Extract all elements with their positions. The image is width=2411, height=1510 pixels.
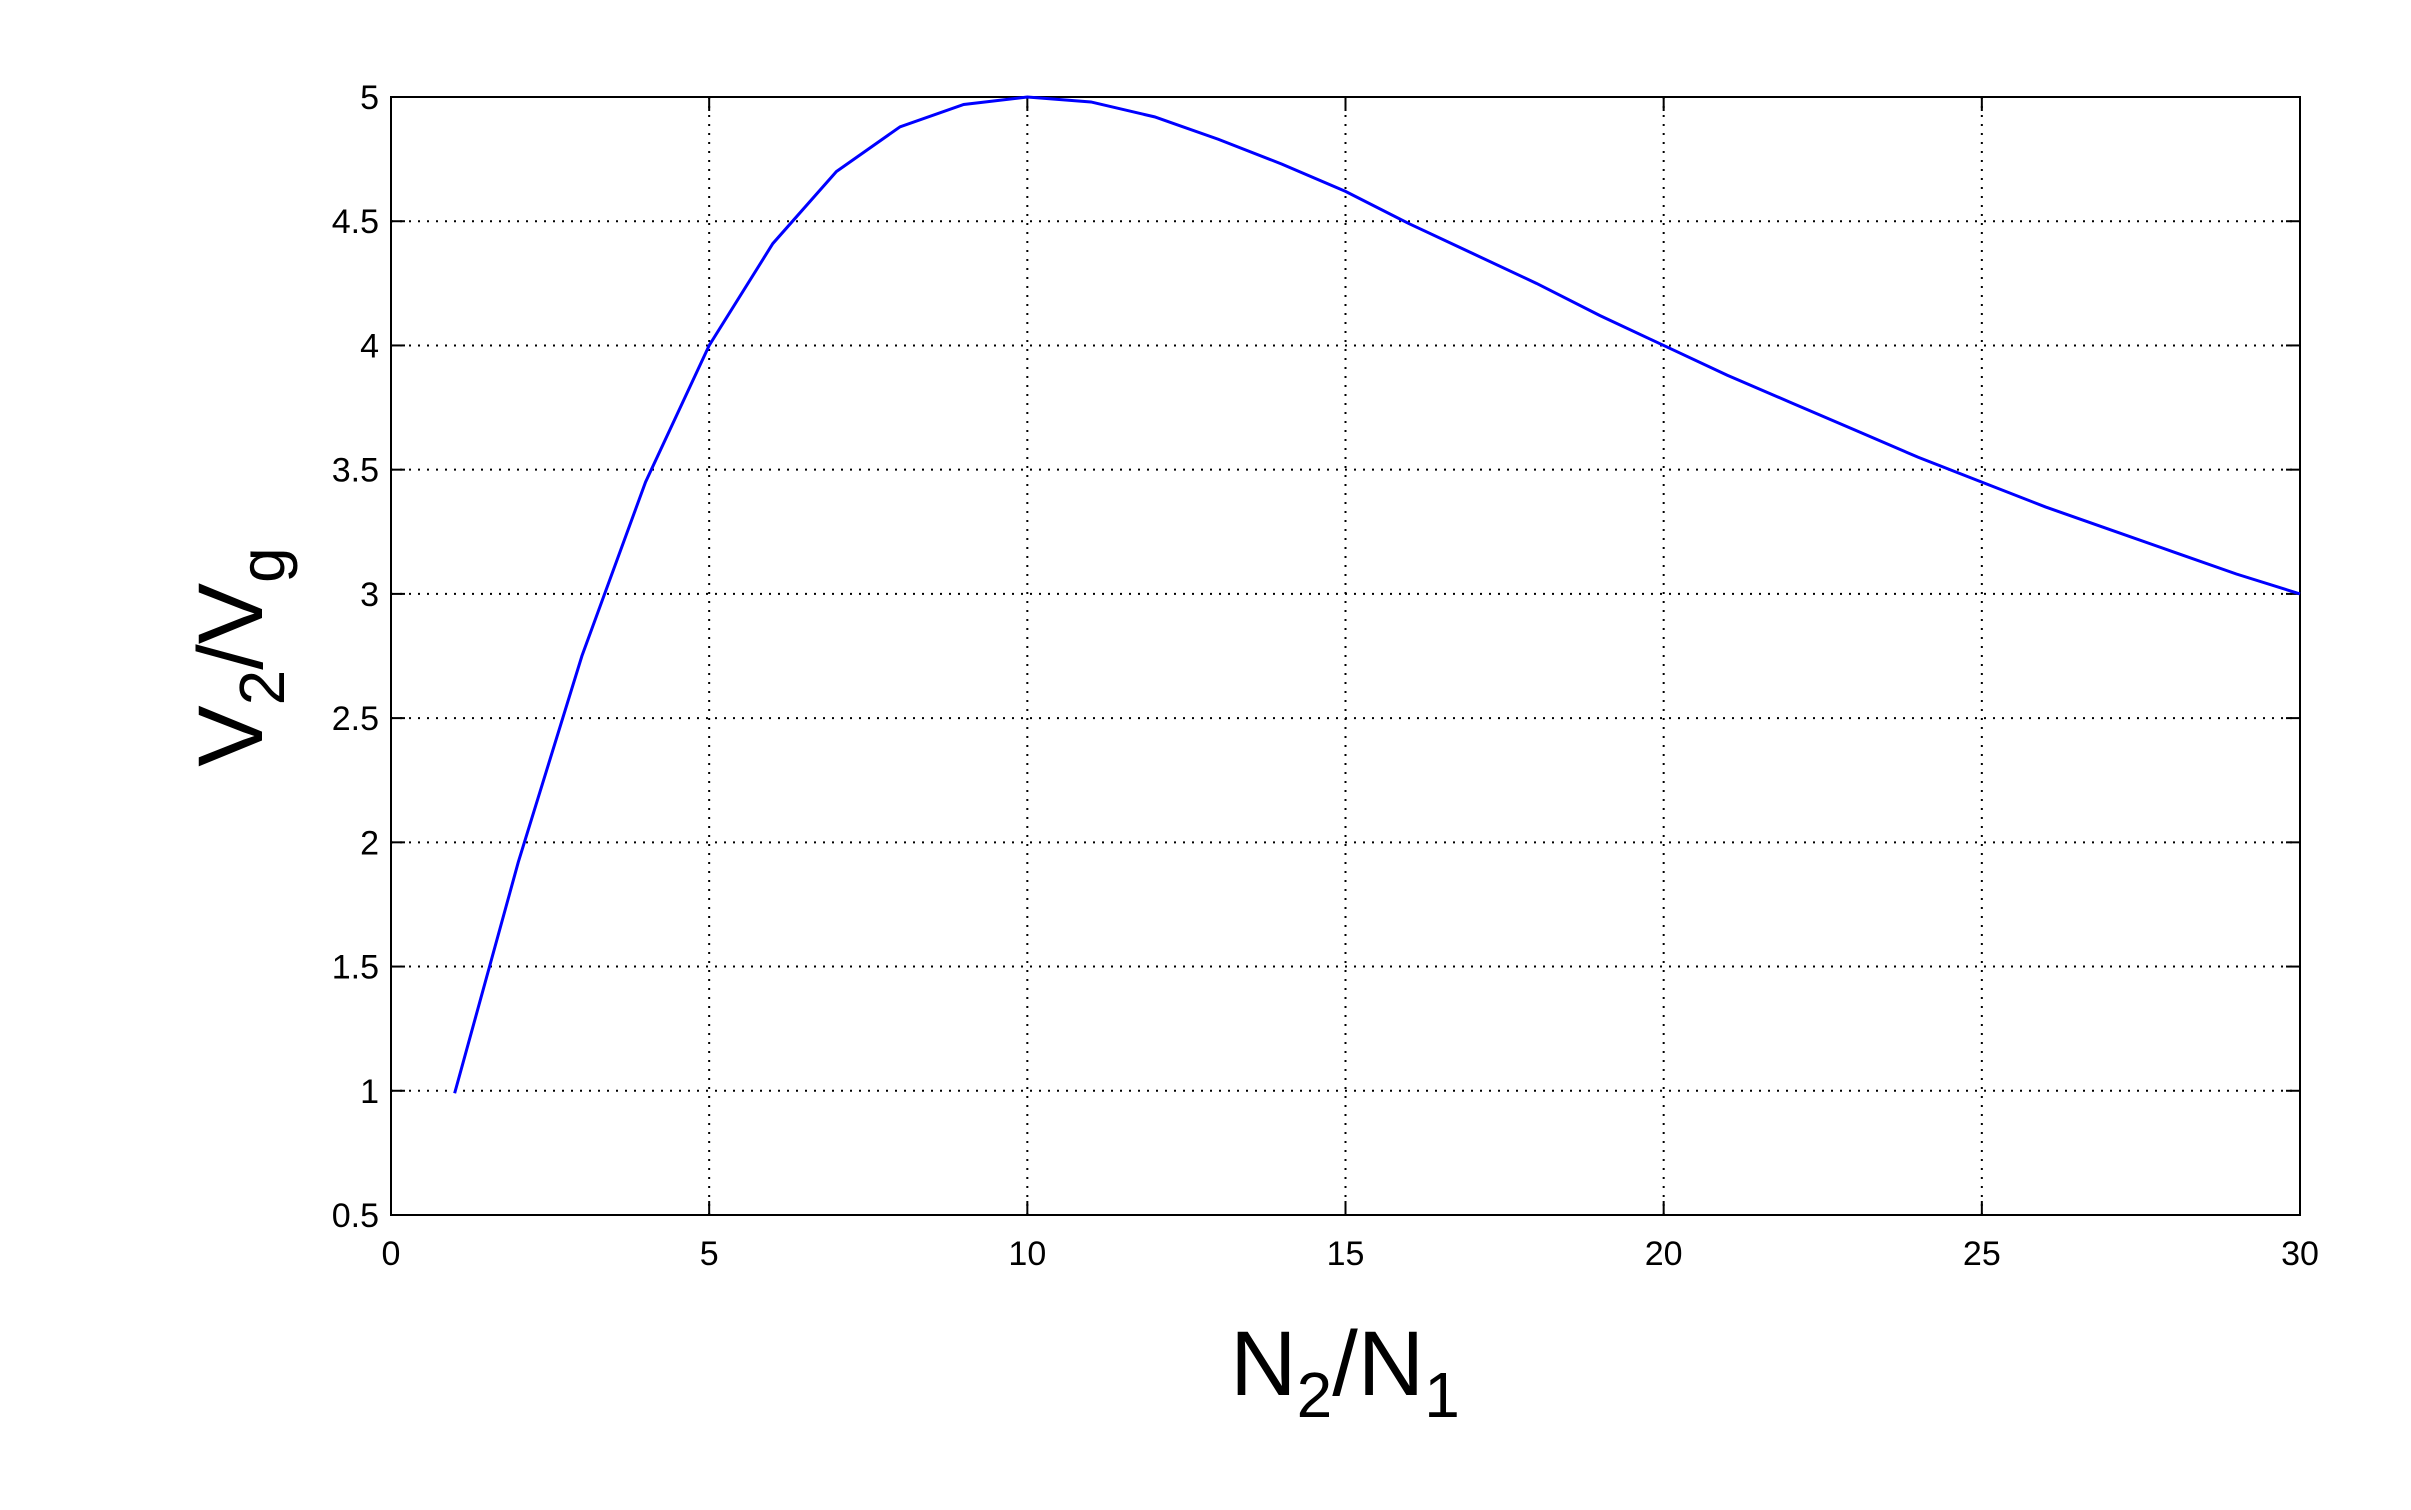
data-line [453, 95, 2301, 1094]
y-tick-label: 3 [360, 576, 379, 614]
x-tick-label: 0 [382, 1235, 401, 1273]
x-axis-title: N2/N1 [1230, 1313, 1460, 1431]
y-axis-title: V2/Vg [180, 547, 298, 767]
x-tick-label: 25 [1963, 1235, 2001, 1273]
y-tick-label: 2.5 [332, 700, 379, 738]
y-title-sub: g [226, 547, 298, 583]
y-title-sub: 2 [226, 670, 298, 706]
y-tick-label: 1 [360, 1073, 379, 1111]
x-tick-label: 5 [700, 1235, 719, 1273]
y-tick-label: 2 [360, 824, 379, 862]
y-tick-label: 3.5 [332, 452, 379, 490]
x-tick-label: 15 [1327, 1235, 1365, 1273]
x-title-sub: 2 [1297, 1359, 1333, 1431]
x-tick-label: 20 [1645, 1235, 1683, 1273]
y-title-part: /V [180, 583, 282, 670]
x-title-part: /N [1332, 1313, 1424, 1415]
y-title-part: V [180, 705, 282, 766]
y-tick-label: 4 [360, 327, 379, 365]
x-title-part: N [1230, 1313, 1296, 1415]
y-tick-label: 4.5 [332, 203, 379, 241]
x-title-sub: 1 [1424, 1359, 1460, 1431]
x-tick-label: 30 [2281, 1235, 2319, 1273]
y-tick-label: 0.5 [332, 1197, 379, 1235]
x-tick-label: 10 [1008, 1235, 1046, 1273]
y-tick-label: 1.5 [332, 949, 379, 987]
y-tick-label: 5 [360, 79, 379, 117]
plot-frame [390, 96, 2301, 1216]
